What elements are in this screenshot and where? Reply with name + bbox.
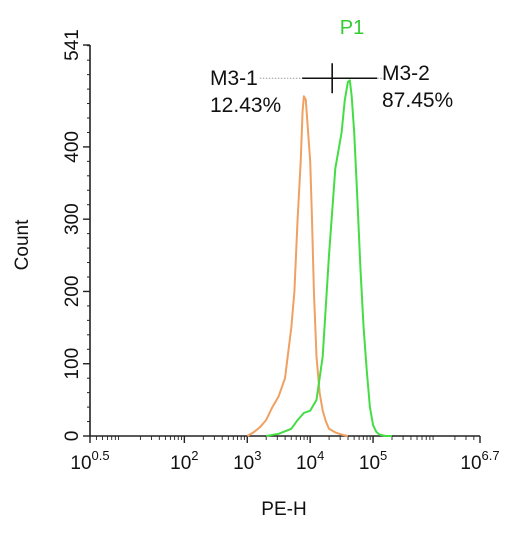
y-tick-label: 541	[62, 29, 83, 61]
x-tick-label: 103	[233, 448, 261, 474]
y-tick-label: 300	[62, 203, 83, 235]
y-axis-ticks: 0 100 200 300 400 541	[62, 29, 90, 441]
x-tick-label: 104	[296, 448, 324, 474]
x-tick-label: 100.5	[70, 448, 109, 474]
x-tick-label: 105	[359, 448, 387, 474]
y-tick-label: 200	[62, 276, 83, 308]
series-line-1	[246, 95, 349, 437]
gate-marker	[259, 63, 386, 94]
y-tick-label: 400	[62, 131, 83, 163]
chart-title: P1	[340, 17, 364, 39]
marker-m3-1-percent: 12.43%	[210, 94, 281, 117]
marker-m3-2-label: M3-2	[382, 62, 430, 85]
series-line-2	[265, 79, 392, 437]
series-group	[246, 79, 392, 437]
marker-m3-1-label: M3-1	[210, 67, 258, 90]
x-axis-title: PE-H	[261, 499, 306, 520]
marker-m3-2-percent: 87.45%	[382, 89, 453, 112]
y-tick-label: 100	[62, 348, 83, 380]
x-tick-label: 102	[170, 448, 198, 474]
y-axis-title: Count	[12, 219, 33, 270]
y-tick-label: 0	[62, 431, 83, 442]
x-tick-label: 106.7	[460, 448, 499, 474]
x-axis-ticks: 100.5 102 103 104 105 106.7	[70, 436, 500, 474]
